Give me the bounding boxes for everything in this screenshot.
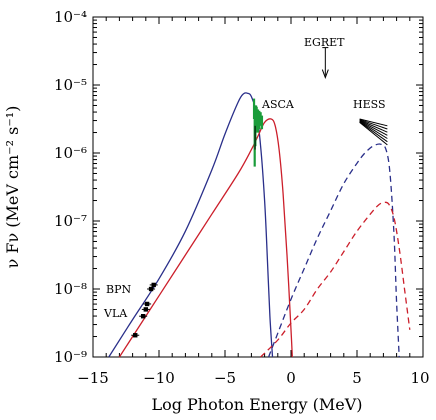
hess-spectrum-line	[359, 119, 388, 133]
y-tick-label: 10⁻⁸	[54, 280, 87, 298]
hess-spectrum-line	[359, 119, 388, 130]
x-tick-label: 5	[352, 369, 362, 387]
x-tick-label: 0	[286, 369, 296, 387]
y-tick-label: 10⁻⁹	[54, 348, 87, 366]
hess-spectrum-line	[359, 118, 388, 127]
hess-spectrum-line	[359, 121, 388, 143]
hess-spectrum-line	[359, 120, 388, 136]
annotation-egret: EGRET	[304, 36, 345, 49]
plot-frame	[92, 16, 424, 358]
series-line-1	[108, 92, 274, 358]
x-tick-label: −5	[214, 369, 236, 387]
axis-ticks	[92, 17, 424, 358]
x-tick-label: −15	[77, 369, 109, 387]
x-tick-label: −10	[143, 369, 175, 387]
y-tick-labels: 10⁻⁹ 10⁻⁸ 10⁻⁷ 10⁻⁶ 10⁻⁵ 10⁻⁴	[54, 8, 87, 366]
hess-spectrum-line	[359, 122, 388, 146]
y-tick-label: 10⁻⁶	[54, 144, 87, 162]
y-tick-label: 10⁻⁴	[54, 8, 87, 26]
y-tick-label: 10⁻⁵	[54, 76, 87, 94]
annotation-hess: HESS	[353, 98, 386, 111]
series-line-3	[267, 143, 400, 358]
egret-arrow-head	[321, 69, 329, 80]
x-tick-labels: −15 −10 −5 0 5 10	[77, 369, 429, 387]
y-axis-label: ν Fν (MeV cm⁻² s⁻¹)	[3, 106, 22, 269]
x-axis-label: Log Photon Energy (MeV)	[151, 395, 362, 414]
model-curves	[108, 92, 411, 358]
hess-spectrum-line	[359, 120, 388, 139]
annotation-bpn: BPN	[106, 283, 131, 296]
annotation-vla: VLA	[103, 307, 128, 320]
data-markers	[131, 47, 388, 338]
series-line-4	[260, 201, 411, 358]
annotation-asca: ASCA	[261, 98, 295, 111]
x-tick-label: 10	[410, 369, 429, 387]
y-tick-label: 10⁻⁷	[54, 212, 87, 230]
